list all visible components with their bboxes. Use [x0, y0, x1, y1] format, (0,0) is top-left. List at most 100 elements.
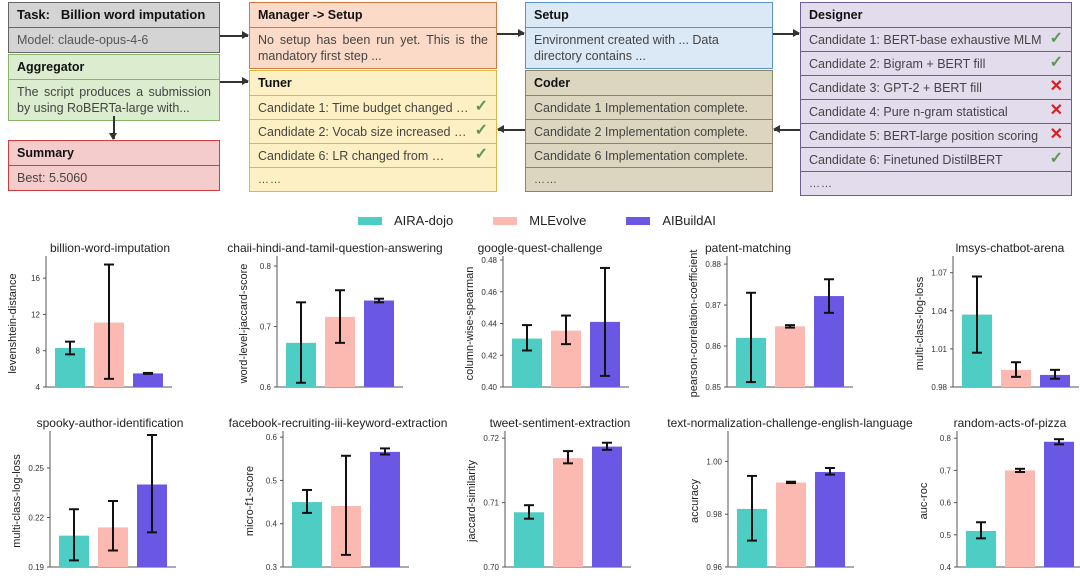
y-tick-label: 16	[31, 274, 40, 283]
task-header: Task: Billion word imputation	[9, 3, 219, 27]
y-tick-label: 0.87	[705, 301, 721, 310]
y-tick-label: 1.04	[931, 307, 947, 316]
check-icon: ✓	[1049, 54, 1063, 71]
task-title: Billion word imputation	[60, 7, 206, 22]
y-tick-label: 0.72	[483, 434, 499, 443]
cross-icon: ✕	[1049, 102, 1063, 119]
tuner-item: Candidate 6: LR changed from … ✓	[250, 143, 496, 167]
check-icon: ✓	[474, 98, 488, 115]
chart-title: facebook-recruiting-iii-keyword-extracti…	[229, 416, 448, 430]
aggregator-title: Aggregator	[17, 60, 85, 74]
y-axis-label: levenshtein-distance	[7, 273, 19, 373]
y-tick-label: 1.07	[931, 269, 947, 278]
designer-item-text: Candidate 2: Bigram + BERT fill	[809, 57, 986, 71]
y-tick-label: 4	[36, 383, 41, 392]
check-icon: ✓	[1049, 30, 1063, 47]
designer-item: Candidate 6: Finetuned DistilBERT ✓	[801, 147, 1071, 171]
y-tick-label: 0.98	[931, 383, 947, 392]
designer-item-text: Candidate 4: Pure n-gram statistical	[809, 105, 1008, 119]
designer-item-text: Candidate 3: GPT-2 + BERT fill	[809, 81, 982, 95]
designer-more: ……	[801, 171, 1071, 195]
y-tick-label: 0.71	[483, 499, 499, 508]
manager-text: No setup has been run yet. This is the m…	[250, 27, 496, 68]
designer-title: Designer	[809, 8, 863, 22]
tuner-title: Tuner	[258, 76, 292, 90]
chart-title: lmsys-chatbot-arena	[956, 241, 1065, 255]
check-icon: ✓	[474, 122, 488, 139]
y-axis-label: auc-roc	[918, 482, 930, 519]
tuner-more: ……	[250, 167, 496, 191]
bar-aibuildai	[370, 451, 400, 567]
y-axis-label: micro-f1-score	[244, 466, 256, 536]
arrow-aggregator-to-tuner	[220, 78, 249, 84]
chart-title: text-normalization-challenge-english-lan…	[667, 416, 913, 430]
manager-title: Manager -> Setup	[258, 8, 363, 22]
y-axis-label: multi-class-log-loss	[914, 276, 926, 370]
bar-mlevolve	[775, 326, 805, 387]
y-tick-label: 0.86	[705, 342, 721, 351]
designer-item: Candidate 2: Bigram + BERT fill ✓	[801, 51, 1071, 75]
y-tick-label: 1.00	[706, 457, 722, 466]
benchmark-charts: billion-word-imputation 4 8 12 16 levenshtein…	[7, 241, 1080, 572]
designer-item-text: Candidate 5: BERT-large position scoring	[809, 129, 1039, 143]
setup-title: Setup	[534, 8, 569, 22]
arrow-setup-to-designer	[773, 30, 800, 36]
bar-aibuildai	[815, 471, 845, 567]
chart-title: billion-word-imputation	[50, 241, 170, 255]
summary-title: Summary	[17, 146, 74, 160]
summary-best: Best: 5.5060	[9, 165, 219, 190]
bar-aibuildai	[1044, 441, 1074, 567]
y-tick-label: 0.6	[260, 383, 272, 392]
arrow-task-to-manager	[220, 32, 249, 38]
summary-box: Summary Best: 5.5060	[8, 140, 220, 191]
designer-item-text: Candidate 1: BERT-base exhaustive MLM	[809, 33, 1042, 47]
tuner-item: Candidate 1: Time budget changed … ✓	[250, 95, 496, 119]
arrow-aggregator-to-summary	[110, 116, 116, 140]
manager-box: Manager -> Setup No setup has been run y…	[249, 2, 497, 69]
legend-item-aira-dojo: AIRA-dojo	[358, 213, 453, 228]
y-tick-label: 0.85	[705, 383, 721, 392]
y-tick-label: 0.88	[705, 260, 721, 269]
chart-title: random-acts-of-pizza	[954, 416, 1067, 430]
y-tick-label: 0.4	[940, 563, 952, 572]
cross-icon: ✕	[1049, 78, 1063, 95]
tuner-box: Tuner Candidate 1: Time budget changed ……	[249, 70, 497, 192]
chart-title: tweet-sentiment-extraction	[490, 416, 631, 430]
y-tick-label: 0.44	[481, 320, 497, 329]
y-tick-label: 1.01	[931, 345, 947, 354]
designer-item: Candidate 1: BERT-base exhaustive MLM ✓	[801, 27, 1071, 51]
legend-swatch	[358, 216, 382, 225]
arrow-designer-to-coder	[773, 126, 800, 132]
bar-mlevolve	[776, 482, 806, 567]
y-tick-label: 0.7	[260, 323, 272, 332]
coder-box: Coder Candidate 1 Implementation complet…	[525, 70, 773, 192]
y-axis-label: column-wise-spearman	[464, 267, 476, 381]
y-tick-label: 12	[31, 310, 40, 319]
y-tick-label: 0.5	[940, 531, 952, 540]
legend-label: MLEvolve	[529, 213, 587, 228]
chart-title: google-quest-challenge	[478, 241, 603, 255]
y-tick-label: 0.6	[940, 499, 952, 508]
tuner-item-text: Candidate 2: Vocab size increased …	[258, 125, 467, 139]
y-tick-label: 0.70	[483, 563, 499, 572]
y-tick-label: 0.96	[706, 563, 722, 572]
y-tick-label: 0.19	[28, 563, 44, 572]
arrow-manager-to-setup	[497, 30, 525, 36]
y-tick-label: 0.4	[266, 520, 278, 529]
bar-mlevolve	[1001, 369, 1031, 387]
designer-item: Candidate 4: Pure n-gram statistical ✕	[801, 99, 1071, 123]
y-axis-label: word-level-jaccard-score	[238, 264, 250, 385]
aggregator-box: Aggregator The script produces a submiss…	[8, 54, 220, 121]
setup-box: Setup Environment created with ... Data …	[525, 2, 773, 69]
coder-item: Candidate 2 Implementation complete.	[526, 119, 772, 143]
setup-text: Environment created with ... Data direct…	[526, 27, 772, 68]
y-tick-label: 0.22	[28, 514, 44, 523]
chart-title: spooky-author-identification	[37, 416, 184, 430]
coder-item: Candidate 1 Implementation complete.	[526, 95, 772, 119]
y-axis-label: multi-class-log-loss	[11, 454, 23, 548]
tuner-item: Candidate 2: Vocab size increased … ✓	[250, 119, 496, 143]
y-tick-label: 0.7	[940, 466, 952, 475]
y-tick-label: 8	[36, 347, 41, 356]
chart-legend: AIRA-dojo MLEvolve AIBuildAI	[358, 213, 716, 228]
legend-item-aibuildai: AIBuildAI	[626, 213, 716, 228]
